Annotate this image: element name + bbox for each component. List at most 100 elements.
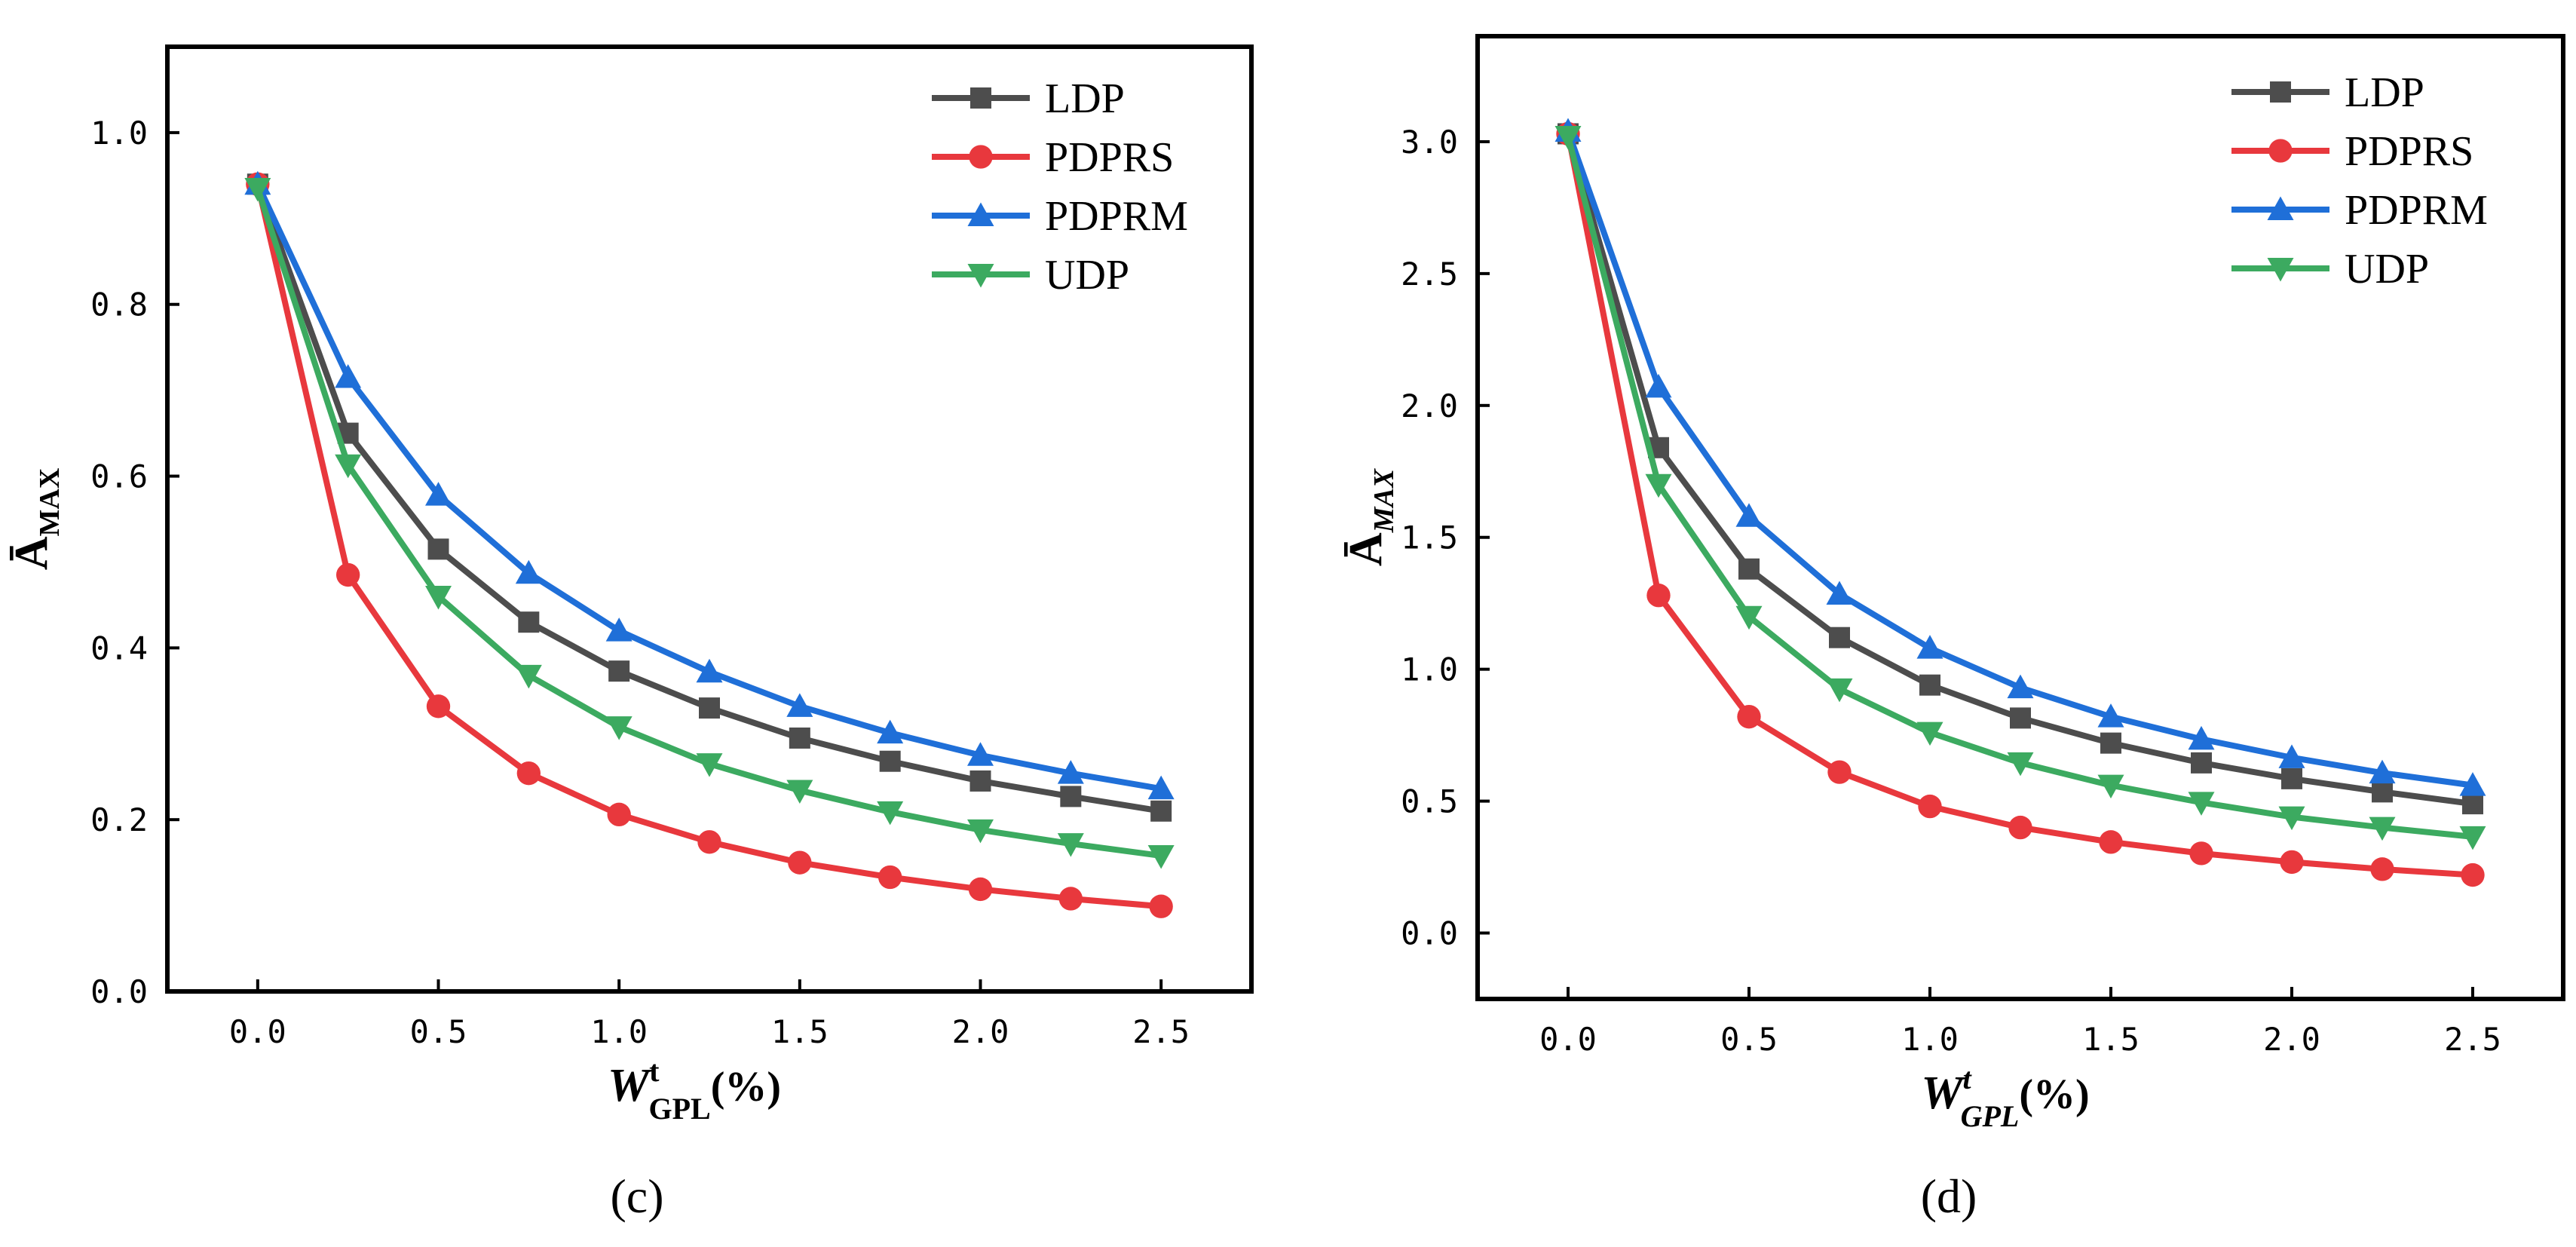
x-tick-label: 0.5 bbox=[1720, 1021, 1778, 1058]
data-point bbox=[967, 819, 994, 844]
data-point bbox=[335, 364, 362, 388]
data-point bbox=[2099, 830, 2123, 854]
data-point bbox=[1147, 845, 1175, 869]
plot-frame bbox=[165, 44, 1254, 994]
data-point bbox=[2278, 806, 2305, 831]
x-tick-label: 2.0 bbox=[952, 1013, 1009, 1050]
data-point bbox=[786, 693, 813, 717]
data-point bbox=[1058, 887, 1083, 911]
data-point bbox=[1918, 794, 1942, 819]
legend-label: PDPRS bbox=[1045, 134, 1174, 181]
data-point bbox=[607, 802, 631, 827]
x-tick-label: 0.5 bbox=[410, 1013, 467, 1050]
series-ldp bbox=[1558, 123, 2483, 815]
x-tick-label: 1.5 bbox=[771, 1013, 829, 1050]
chart-panel-c: 0.0 0.5 1.0 1.5 2.0 2.5 0.0 0.2 0.4 0.6 0.8 1.0 Wt GP… bbox=[6, 44, 1254, 1223]
data-point bbox=[788, 850, 812, 875]
legend-swatch-marker bbox=[967, 264, 994, 288]
legend-label: UDP bbox=[2345, 246, 2429, 293]
data-point bbox=[2007, 674, 2034, 699]
y-tick-label: 1.0 bbox=[1401, 651, 1458, 688]
x-tick-label: 2.5 bbox=[2444, 1021, 2501, 1058]
data-point bbox=[2459, 772, 2486, 796]
y-tick-label: 0.4 bbox=[90, 630, 148, 666]
legend-label: LDP bbox=[1045, 75, 1125, 122]
data-point bbox=[2188, 725, 2215, 750]
legend: LDP PDPRS PDPRM UDP bbox=[2231, 69, 2488, 293]
data-point bbox=[2008, 815, 2032, 840]
data-point bbox=[1147, 775, 1175, 800]
y-tick-label: 0.0 bbox=[90, 973, 148, 1010]
data-point bbox=[1057, 833, 1084, 857]
legend-label: PDPRM bbox=[2345, 187, 2488, 234]
data-point bbox=[2280, 850, 2304, 875]
y-tick-label: 2.5 bbox=[1401, 256, 1458, 293]
data-point bbox=[1829, 627, 1850, 648]
data-point bbox=[1645, 373, 1672, 398]
y-axis-title: ĀMAX bbox=[1340, 467, 1400, 566]
data-point bbox=[605, 617, 633, 642]
data-point bbox=[2189, 841, 2213, 866]
data-point bbox=[2462, 793, 2483, 815]
chart-panel-d: 0.0 0.5 1.0 1.5 2.0 2.5 0.0 0.5 1.0 1.5 2.0 2.5 3.0 W… bbox=[1340, 34, 2565, 1223]
x-tick-label: 0.0 bbox=[1539, 1021, 1597, 1058]
data-point bbox=[516, 761, 541, 786]
data-point bbox=[1916, 635, 1943, 659]
x-axis-title: Wt GPL(%) bbox=[1921, 1062, 2089, 1133]
data-point bbox=[1646, 584, 1671, 608]
y-tick-label: 1.0 bbox=[90, 115, 148, 152]
data-point bbox=[2100, 732, 2121, 754]
series-udp bbox=[1554, 125, 2486, 850]
data-point bbox=[1738, 558, 1760, 580]
data-point bbox=[877, 801, 904, 826]
data-point bbox=[426, 694, 451, 718]
data-point bbox=[425, 482, 452, 506]
data-point bbox=[1149, 894, 1173, 918]
data-point bbox=[968, 877, 993, 902]
data-point bbox=[1150, 800, 1172, 822]
x-tick-label: 2.0 bbox=[2263, 1021, 2320, 1058]
data-point bbox=[2097, 774, 2124, 799]
legend-swatch-marker bbox=[2268, 139, 2293, 163]
data-point bbox=[699, 697, 720, 719]
y-tick-label: 0.5 bbox=[1401, 783, 1458, 820]
data-point bbox=[515, 559, 542, 584]
data-point bbox=[696, 753, 723, 777]
y-tick-label: 0.0 bbox=[1401, 915, 1458, 952]
data-point bbox=[1826, 678, 1853, 703]
x-tick-label: 1.0 bbox=[1901, 1021, 1959, 1058]
series-pdprm bbox=[1554, 118, 2486, 796]
data-point bbox=[2369, 817, 2396, 841]
data-point bbox=[1737, 704, 1761, 729]
data-point bbox=[2372, 781, 2393, 803]
data-point bbox=[1554, 125, 1582, 150]
data-point bbox=[2010, 707, 2031, 729]
data-point bbox=[1826, 581, 1853, 605]
legend-swatch-marker bbox=[2267, 258, 2294, 282]
data-point bbox=[877, 719, 904, 744]
y-tick-label: 0.2 bbox=[90, 801, 148, 838]
data-point bbox=[2281, 768, 2302, 789]
legend-swatch-marker bbox=[2270, 81, 2291, 103]
series-udp bbox=[244, 177, 1175, 869]
y-tick-label: 1.5 bbox=[1401, 519, 1458, 556]
legend-label: PDPRM bbox=[1045, 193, 1188, 240]
data-point bbox=[1735, 605, 1763, 630]
data-point bbox=[608, 660, 630, 682]
series-pdprs bbox=[246, 172, 1173, 918]
y-tick-label: 0.6 bbox=[90, 458, 148, 495]
legend-label: UDP bbox=[1045, 252, 1129, 299]
data-point bbox=[879, 750, 901, 772]
data-point bbox=[696, 658, 723, 683]
y-tick-label: 3.0 bbox=[1401, 124, 1458, 161]
data-point bbox=[878, 865, 902, 890]
data-point bbox=[605, 716, 633, 740]
data-point bbox=[2191, 752, 2212, 774]
legend-swatch-marker bbox=[969, 145, 993, 169]
panel-label: (c) bbox=[610, 1169, 663, 1223]
data-point bbox=[2369, 759, 2396, 784]
data-point bbox=[518, 611, 540, 633]
legend: LDP PDPRS PDPRM UDP bbox=[932, 75, 1188, 299]
